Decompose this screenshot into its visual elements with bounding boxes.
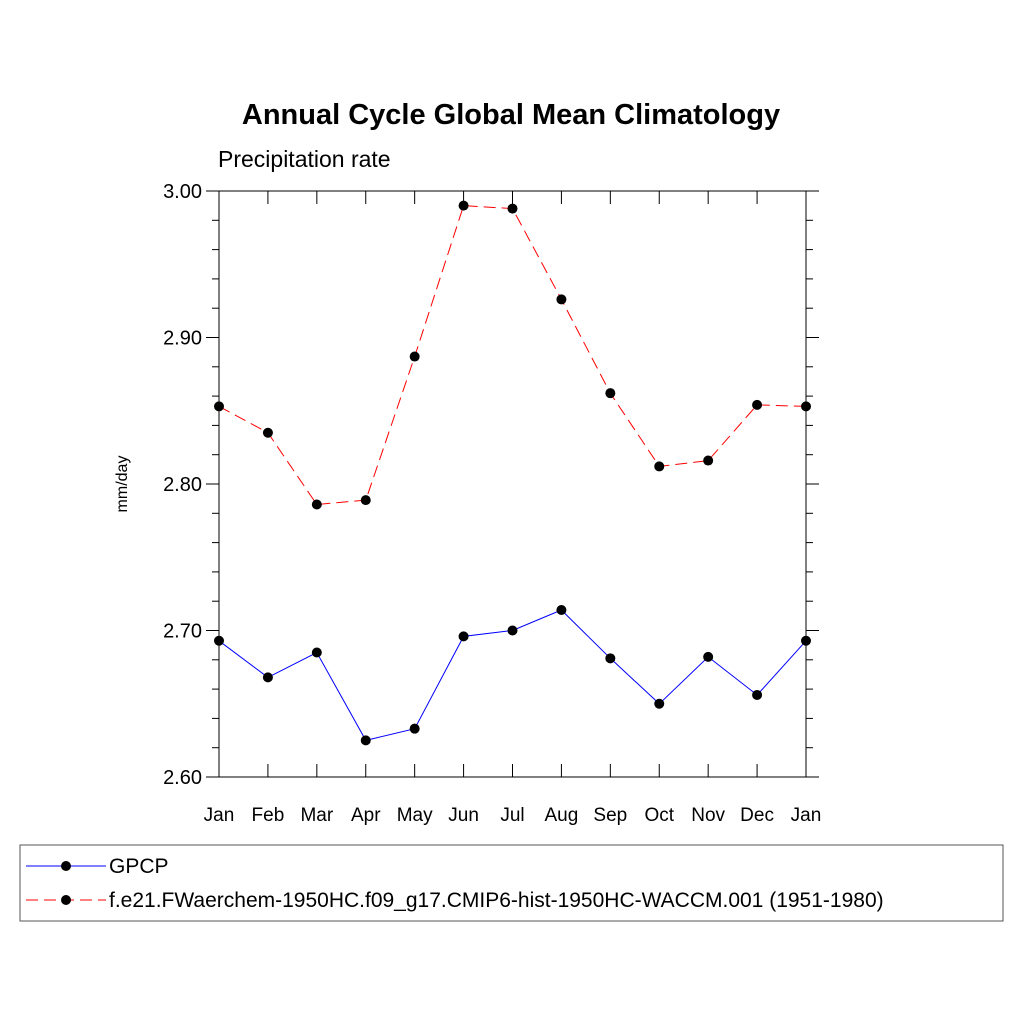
data-point-series-0 [752, 689, 763, 700]
legend: GPCP f.e21.FWaerchem-1950HC.f09_g17.CMIP6… [26, 855, 884, 912]
data-point-series-1 [654, 461, 665, 472]
legend-marker-1 [61, 895, 71, 905]
y-tick-label: 2.80 [163, 474, 202, 496]
series-lines [218, 205, 807, 741]
series-line-1 [218, 205, 807, 506]
data-point-series-0 [605, 653, 616, 664]
data-point-series-0 [507, 625, 518, 636]
data-point-series-1 [214, 401, 224, 412]
x-tick-label: Aug [545, 805, 579, 826]
data-point-series-1 [752, 399, 763, 410]
data-point-series-0 [703, 651, 714, 662]
x-tick-label: Sep [593, 805, 627, 826]
x-tick-label: Jun [448, 805, 479, 826]
data-point-series-0 [409, 723, 420, 734]
x-tick-label: Nov [691, 805, 725, 826]
data-point-series-0 [654, 698, 665, 709]
x-tick-label: Feb [252, 805, 285, 826]
data-point-series-0 [262, 672, 273, 683]
legend-label-1: f.e21.FWaerchem-1950HC.f09_g17.CMIP6-his… [109, 889, 884, 912]
y-tick-label: 2.70 [163, 621, 202, 643]
legend-marker-0 [61, 861, 71, 871]
data-point-series-0 [214, 635, 224, 646]
data-point-series-1 [801, 401, 811, 412]
x-tick-label: Jul [500, 805, 524, 826]
x-tick-label: May [397, 805, 433, 826]
y-tick-label: 3.00 [163, 181, 202, 203]
x-tick-label: Dec [740, 805, 774, 826]
data-point-series-1 [360, 495, 371, 506]
x-tick-label: Oct [644, 805, 674, 826]
data-point-series-0 [801, 635, 811, 646]
x-tick-label: Jan [204, 805, 235, 826]
data-point-series-0 [458, 631, 469, 642]
y-tick-label: 2.90 [163, 328, 202, 350]
data-point-series-1 [458, 200, 469, 211]
x-tick-label: Jan [791, 805, 822, 826]
y-tick-label: 2.60 [163, 767, 202, 789]
axis-ticks [206, 190, 819, 778]
legend-label-0: GPCP [109, 855, 169, 878]
chart-title: Annual Cycle Global Mean Climatology [242, 99, 780, 131]
data-point-series-0 [556, 604, 567, 615]
chart-subtitle: Precipitation rate [218, 146, 391, 172]
series-points [214, 200, 811, 746]
data-point-series-1 [507, 203, 518, 214]
data-point-series-1 [703, 455, 714, 466]
data-point-series-1 [311, 499, 322, 510]
y-tick-labels: 2.60 2.70 2.80 2.90 3.00 [163, 181, 202, 789]
data-point-series-1 [556, 294, 567, 305]
data-point-series-1 [262, 427, 273, 438]
legend-box [19, 844, 1004, 922]
data-point-series-0 [360, 735, 371, 746]
data-point-series-0 [311, 647, 322, 658]
x-tick-label: Mar [300, 805, 333, 826]
data-point-series-1 [409, 351, 420, 362]
plot-frame [218, 190, 807, 778]
x-tick-label: Apr [351, 805, 381, 826]
x-tick-labels: Jan Feb Mar Apr May Jun Jul Aug Sep Oct Nov Dec Jan [204, 805, 822, 826]
data-point-series-1 [605, 388, 616, 399]
y-axis-label: mm/day [114, 456, 131, 513]
